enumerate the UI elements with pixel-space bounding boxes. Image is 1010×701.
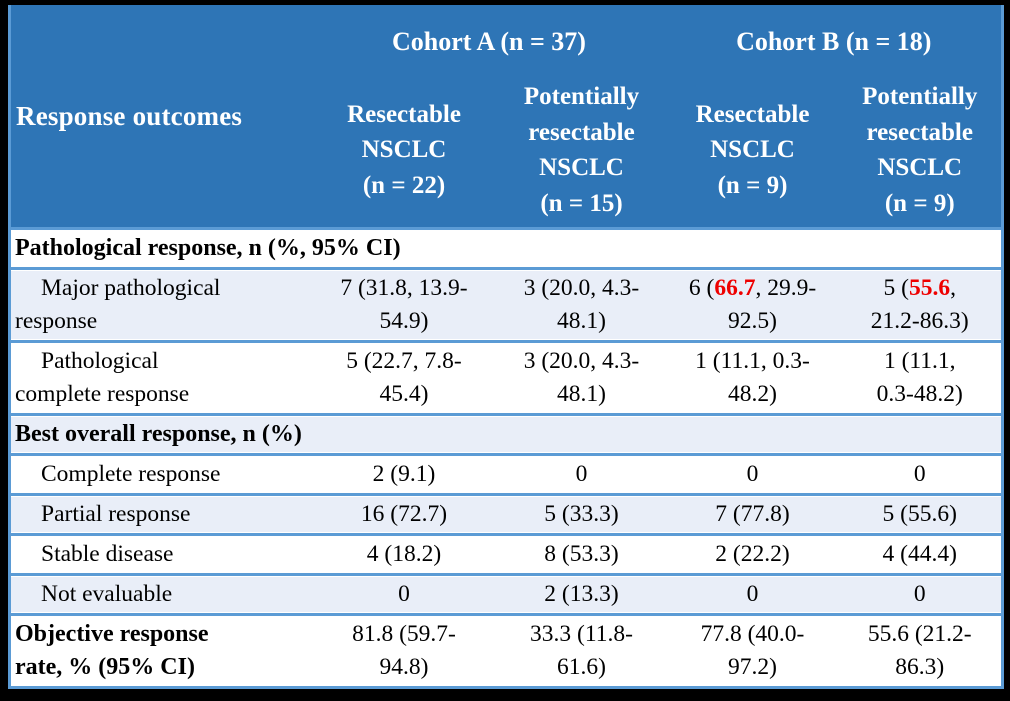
highlighted-value: 55.6 <box>908 275 951 301</box>
value-cell: 0 <box>496 453 667 495</box>
table-row: Stable disease 4 (18.2) 8 (53.3) 2 (22.2) 4 … <box>9 533 1003 575</box>
row-label: Not evaluable <box>9 573 312 615</box>
value-cell: 2 (22.2) <box>666 533 839 575</box>
response-outcomes-table: Response outcomes Cohort A (n = 37) Coho… <box>8 5 1004 689</box>
value-cell: 0 <box>311 573 497 615</box>
table-row: Objective response rate, % (95% CI) 81.8 … <box>9 613 1003 688</box>
cohort-b-potentially-resectable-header: Potentially resectable NSCLC (n = 9) <box>838 79 1003 229</box>
value-cell: 0 <box>838 453 1003 495</box>
cohort-header-row: Response outcomes Cohort A (n = 37) Coho… <box>9 5 1003 229</box>
cohort-b-header: Cohort B (n = 18) <box>666 5 1003 79</box>
value-cell: 7 (31.8, 13.9- 54.9) <box>311 267 497 342</box>
table-row: Complete response 2 (9.1) 0 0 0 <box>9 453 1003 495</box>
value-cell: 4 (18.2) <box>311 533 497 575</box>
row-label: Major pathological response <box>9 267 312 342</box>
section-header-row: Best overall response, n (%) <box>9 413 1003 455</box>
section-label: Best overall response, n (%) <box>9 413 1003 455</box>
value-cell: 3 (20.0, 4.3- 48.1) <box>496 267 667 342</box>
table-row: Not evaluable 0 2 (13.3) 0 0 <box>9 573 1003 615</box>
value-cell: 2 (9.1) <box>311 453 497 495</box>
row-label: Complete response <box>9 453 312 495</box>
value-cell: 3 (20.0, 4.3- 48.1) <box>496 340 667 415</box>
table-body: Pathological response, n (%, 95% CI) Majo… <box>9 227 1003 688</box>
section-label: Pathological response, n (%, 95% CI) <box>9 227 1003 269</box>
value-cell: 77.8 (40.0- 97.2) <box>666 613 839 688</box>
row-label: Objective response rate, % (95% CI) <box>9 613 312 688</box>
highlighted-value: 66.7 <box>714 275 756 301</box>
value-cell: 5 (33.3) <box>496 493 667 535</box>
value-cell: 4 (44.4) <box>838 533 1003 575</box>
table-row: Pathological complete response 5 (22.7, 7… <box>9 340 1003 415</box>
row-label: Pathological complete response <box>9 340 312 415</box>
value-cell: 16 (72.7) <box>311 493 497 535</box>
table-header: Response outcomes Cohort A (n = 37) Coho… <box>9 5 1003 229</box>
value-cell: 55.6 (21.2- 86.3) <box>838 613 1003 688</box>
results-table-frame: Response outcomes Cohort A (n = 37) Coho… <box>8 5 1004 689</box>
cohort-a-resectable-header: Resectable NSCLC (n = 22) <box>311 79 497 229</box>
response-outcomes-header: Response outcomes <box>9 5 312 229</box>
value-cell: 1 (11.1, 0.3-48.2) <box>838 340 1003 415</box>
section-header-row: Pathological response, n (%, 95% CI) <box>9 227 1003 269</box>
cohort-a-potentially-resectable-header: Potentially resectable NSCLC (n = 15) <box>496 79 667 229</box>
value-cell: 0 <box>838 573 1003 615</box>
table-row: Major pathological response 7 (31.8, 13.9… <box>9 267 1003 342</box>
value-cell: 7 (77.8) <box>666 493 839 535</box>
value-cell: 8 (53.3) <box>496 533 667 575</box>
value-cell: 5 (55.6) <box>838 493 1003 535</box>
value-cell: 0 <box>666 573 839 615</box>
cohort-b-resectable-header: Resectable NSCLC (n = 9) <box>666 79 839 229</box>
value-cell: 6 (66.7, 29.9- 92.5) <box>666 267 839 342</box>
row-label: Stable disease <box>9 533 312 575</box>
value-cell: 0 <box>666 453 839 495</box>
value-cell: 1 (11.1, 0.3- 48.2) <box>666 340 839 415</box>
value-cell: 2 (13.3) <box>496 573 667 615</box>
value-cell: 5 (22.7, 7.8- 45.4) <box>311 340 497 415</box>
cohort-a-header: Cohort A (n = 37) <box>311 5 667 79</box>
value-cell: 33.3 (11.8- 61.6) <box>496 613 667 688</box>
value-cell: 81.8 (59.7- 94.8) <box>311 613 497 688</box>
row-label: Partial response <box>9 493 312 535</box>
value-cell: 5 (55.6, 21.2-86.3) <box>838 267 1003 342</box>
subgroup-header-row: Resectable NSCLC (n = 22) Potentially re… <box>10 79 1003 229</box>
table-row: Partial response 16 (72.7) 5 (33.3) 7 (77.8… <box>9 493 1003 535</box>
